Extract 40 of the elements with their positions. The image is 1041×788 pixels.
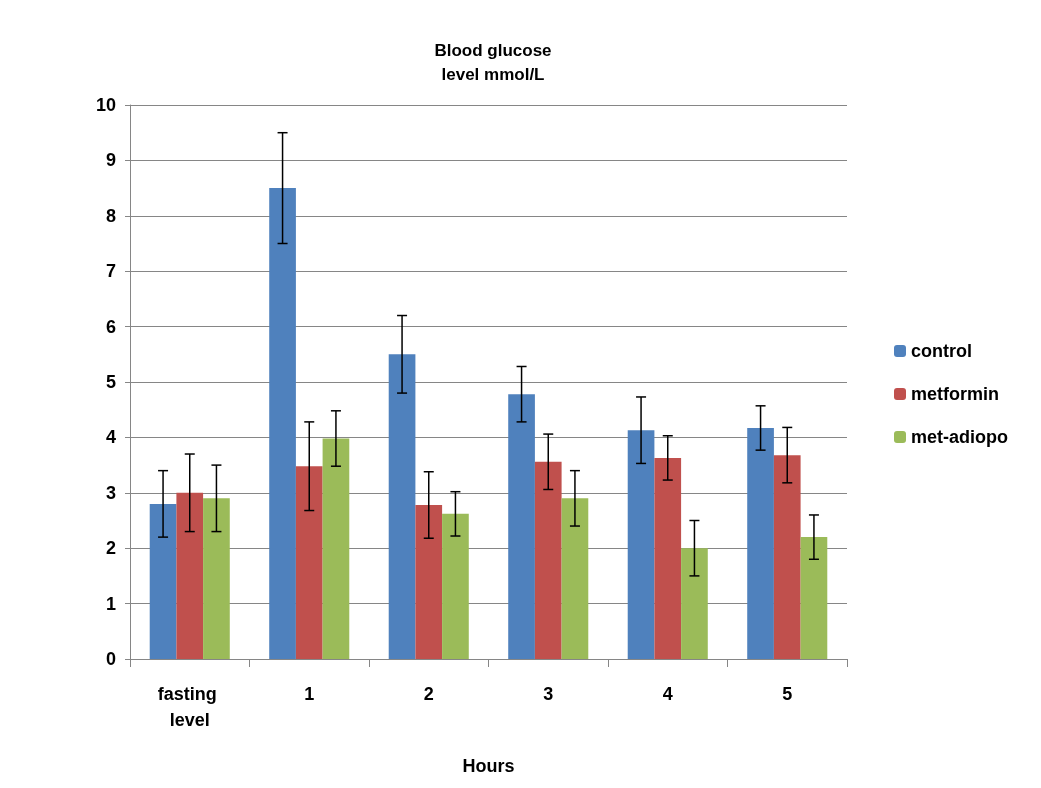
legend-label: met-adiopo	[911, 427, 1008, 447]
bar	[415, 504, 443, 659]
bar	[561, 498, 589, 659]
legend-label: metformin	[911, 384, 1000, 404]
bar	[149, 503, 177, 659]
bar	[747, 427, 774, 659]
y-tick-label: 6	[105, 316, 116, 337]
y-tick-label: 4	[105, 427, 116, 448]
y-tick-label: 2	[105, 538, 116, 559]
bar	[442, 513, 469, 659]
x-tick-label: 1	[304, 684, 315, 704]
y-tick-label: 5	[105, 372, 116, 392]
bar	[627, 430, 655, 659]
x-tick-label: 4	[662, 684, 673, 704]
y-tick-label: 8	[105, 205, 116, 226]
bar	[295, 466, 323, 659]
y-tick-label: 10	[95, 95, 116, 115]
x-axis-title: Hours	[462, 756, 515, 776]
x-tick-label: fasting level	[157, 684, 222, 730]
bar	[773, 455, 801, 659]
bar	[203, 498, 230, 659]
bar	[269, 188, 296, 659]
bar	[322, 438, 350, 659]
y-tick-label: 0	[105, 649, 116, 669]
bar	[800, 537, 828, 659]
bar	[508, 394, 535, 659]
x-tick-label: 2	[423, 684, 434, 704]
y-tick-label: 3	[105, 482, 116, 503]
chart-title: Blood glucose level mmol/L	[434, 40, 552, 84]
legend-label: control	[911, 341, 972, 361]
x-tick-label: 3	[543, 684, 554, 704]
bar	[654, 457, 682, 659]
bar	[388, 354, 416, 659]
bar	[176, 492, 204, 659]
bar	[681, 548, 708, 659]
y-tick-label: 9	[105, 150, 116, 171]
y-tick-label: 7	[105, 261, 116, 282]
bar	[534, 461, 562, 659]
y-tick-label: 1	[105, 593, 116, 614]
x-tick-label: 5	[782, 684, 793, 704]
